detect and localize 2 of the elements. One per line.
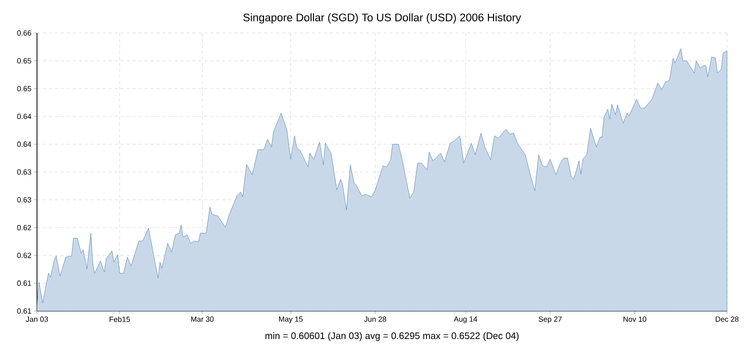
text: min = 0.60601 (Jan 03) avg = 0.6295 max = 0.6522 (Dec 04) — [265, 332, 519, 341]
chart-title: Singapore Dollar (SGD) To US Dollar (USD) 2006 History — [243, 13, 522, 24]
